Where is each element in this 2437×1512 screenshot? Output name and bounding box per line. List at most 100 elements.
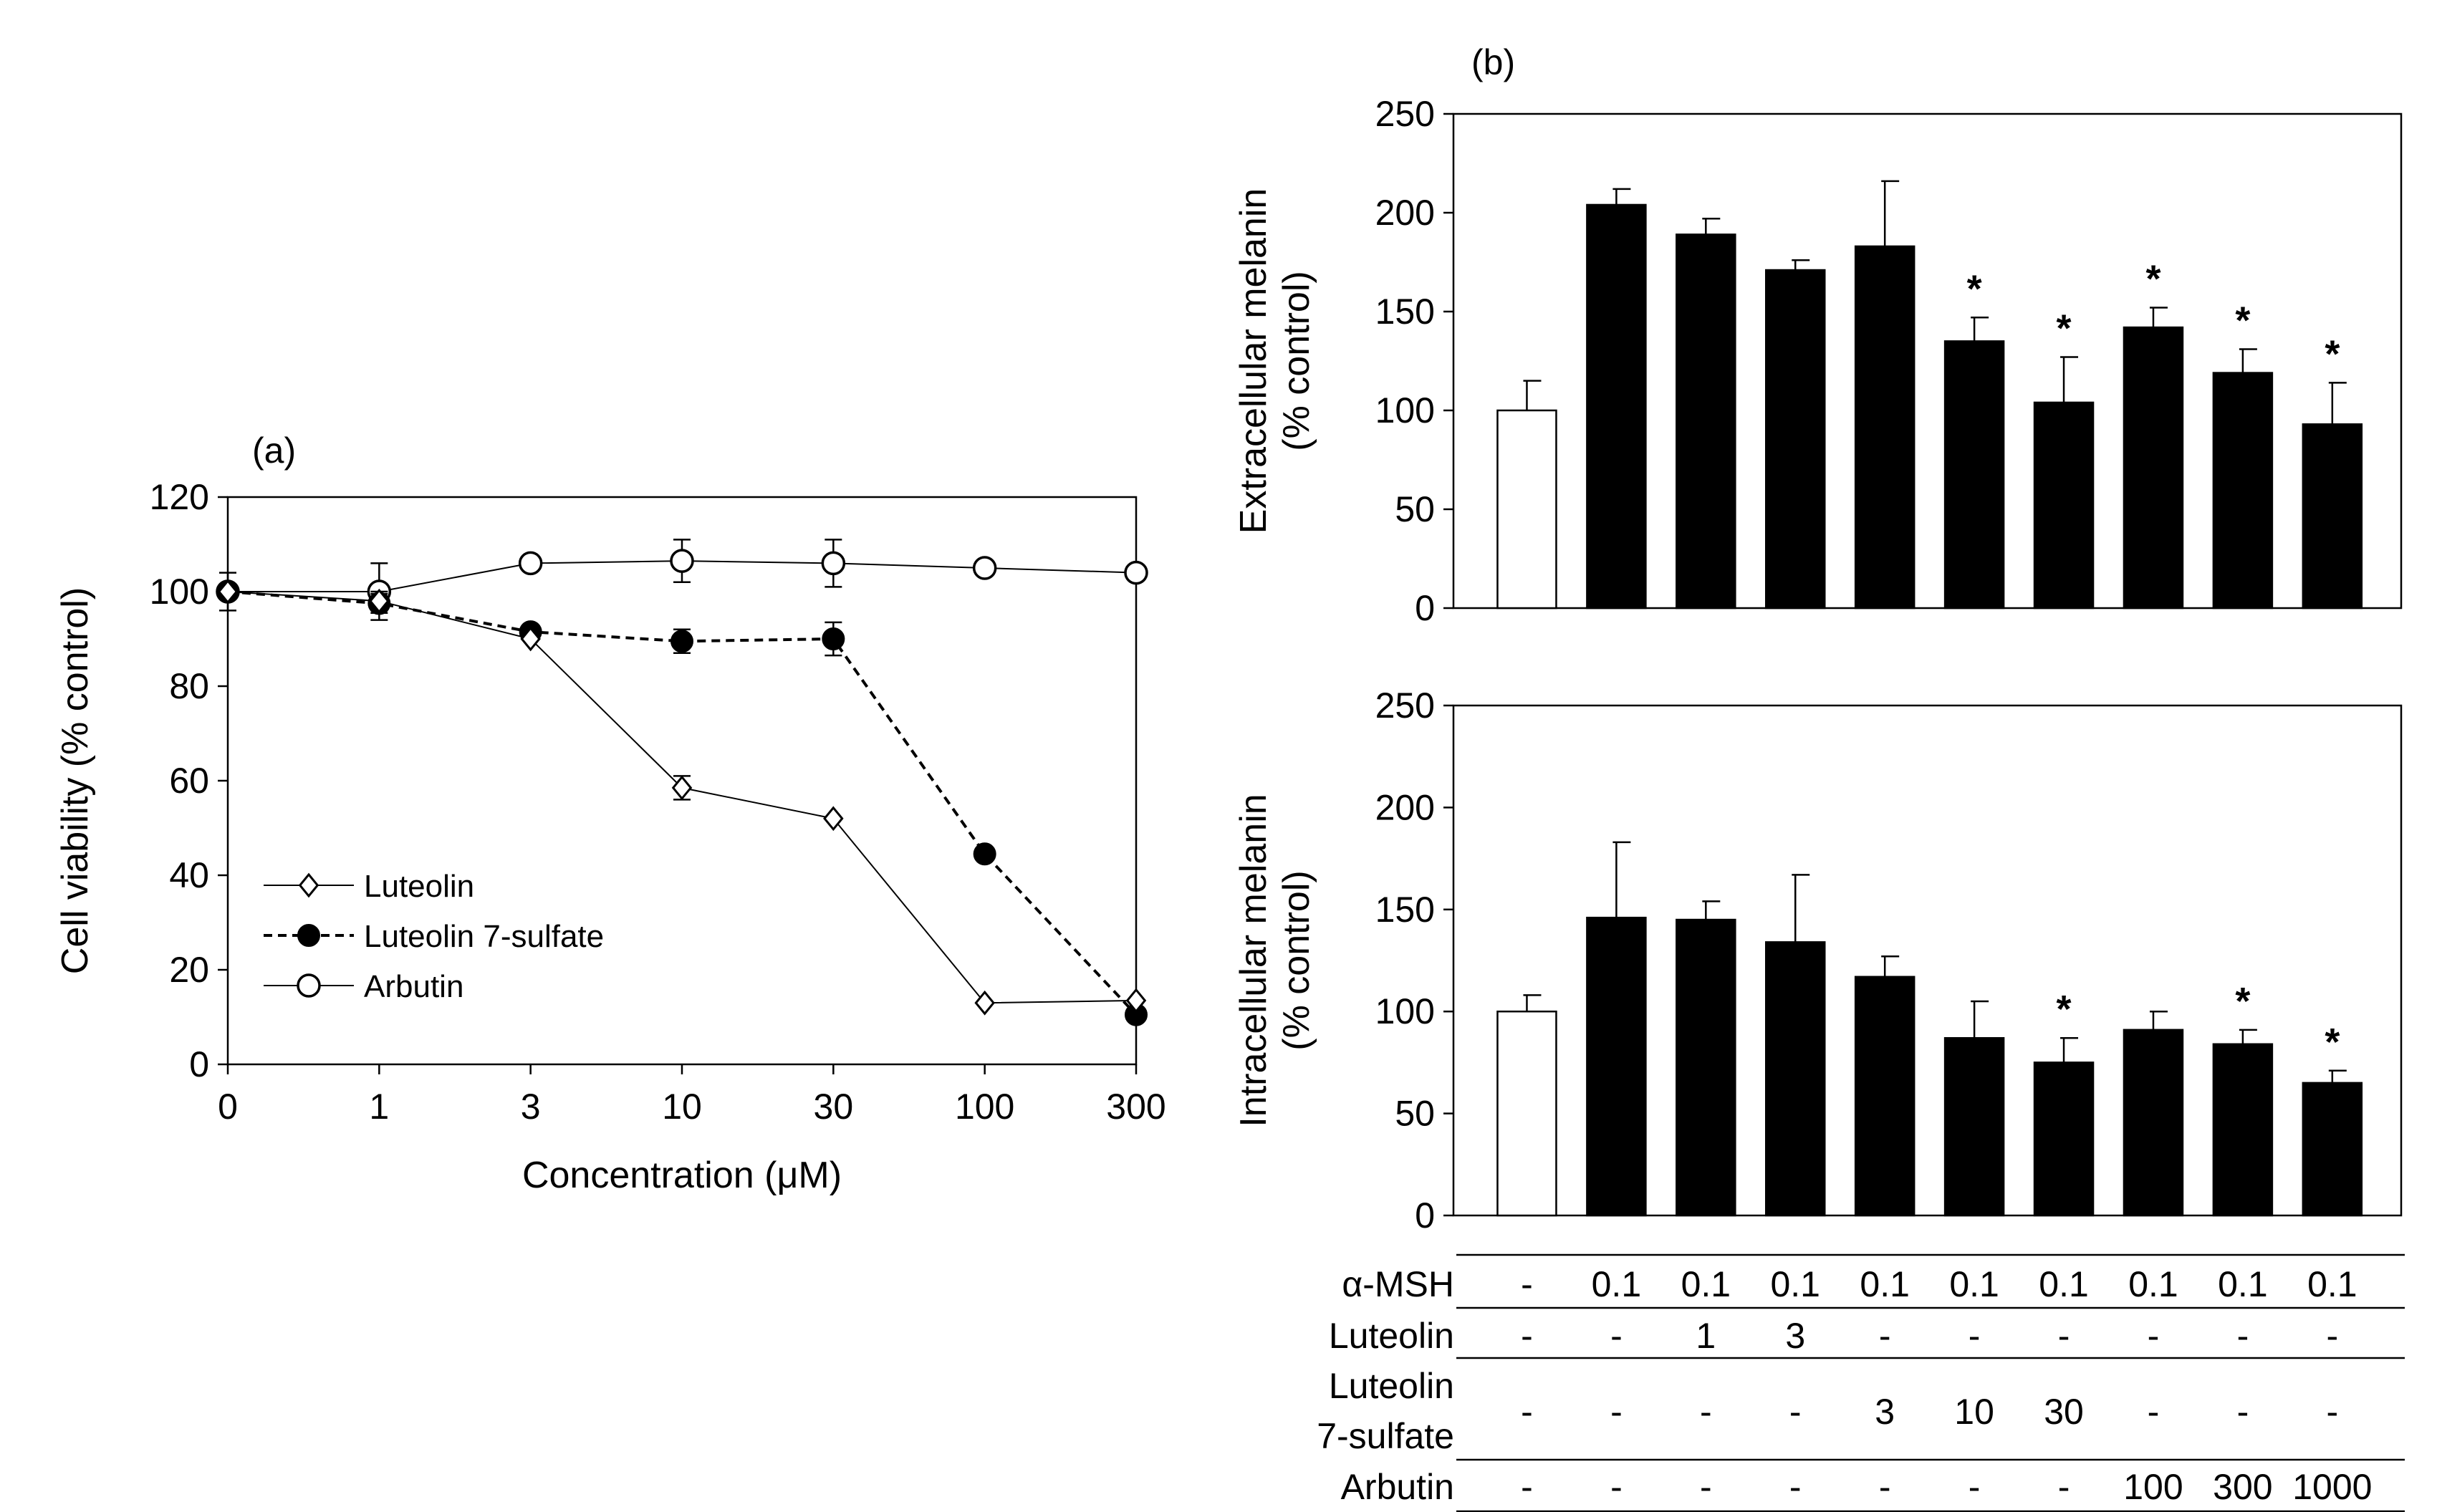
bar [1943,340,2005,610]
table-cell: - [1969,1467,1981,1507]
y-tick-label: 120 [150,477,209,517]
table-cell: - [2237,1392,2249,1432]
data-point-marker [973,842,996,866]
table-row: Arbutin - - - - - - - 100 300 1000 [1341,1467,2373,1507]
table-cell: 0.1 [2039,1264,2089,1304]
table-cell: - [2326,1316,2338,1356]
legend-item: Luteolin [264,869,474,904]
table-cell: - [1610,1392,1623,1432]
data-point-marker [822,627,845,650]
y-tick-label: 250 [1375,94,1435,134]
data-point-marker [671,775,693,801]
significance-star: * [2325,1021,2340,1064]
y-tick-label: 100 [150,572,209,612]
bar [1854,976,1916,1217]
table-cell: - [2058,1467,2070,1507]
row-label: 7-sulfate [1317,1416,1454,1456]
table-cell: 1 [1696,1316,1716,1356]
y-axis-title-line: Intracellular melanin [1233,794,1274,1127]
y-tick-label: 100 [1375,390,1435,430]
y-tick-label: 50 [1395,1094,1435,1134]
table-cell: - [2237,1316,2249,1356]
data-point-marker [297,924,320,947]
row-label: Luteolin [1329,1316,1454,1356]
data-point-marker [670,549,694,573]
row-label: Luteolin [1329,1366,1454,1406]
table-cell: 30 [2044,1392,2084,1432]
data-point-marker [821,551,846,576]
table-cell: - [1879,1467,1891,1507]
y-tick-label: 80 [169,666,209,706]
legend-label: Luteolin [364,869,474,904]
x-axis-title: Concentration (μM) [522,1155,842,1196]
treatment-table: α-MSH - 0.1 0.1 0.1 0.1 0.1 0.1 0.1 0.1 0.1 Luteoli… [1317,1253,2405,1512]
table-row: Luteolin 7-sulfate - - - - 3 10 30 - - - [1317,1366,2338,1456]
data-point-marker [217,579,239,605]
row-label: α-MSH [1342,1264,1454,1304]
bar [2302,423,2363,610]
series-arbutin [216,539,1148,621]
bar [1496,409,1557,610]
table-cell: - [1521,1264,1533,1304]
y-axis-title: Extracellular melanin(% control) [1233,188,1317,534]
y-tick-label: 20 [169,950,209,990]
table-cell: 0.1 [1949,1264,1999,1304]
significance-star: * [2145,257,2160,300]
x-tick-label: 10 [662,1087,702,1127]
legend-label: Luteolin 7-sulfate [364,919,604,954]
table-cell: - [1610,1316,1623,1356]
table-cell: - [1969,1316,1981,1356]
table-cell: - [2148,1392,2160,1432]
y-axis-title: Intracellular melanin(% control) [1233,794,1317,1127]
table-row: α-MSH - 0.1 0.1 0.1 0.1 0.1 0.1 0.1 0.1 0.1 [1342,1264,2357,1304]
panel-a-line-chart: 0 20 40 60 80 100 120 0 1 3 10 30 100 300 Concentratio… [54,430,1166,1196]
significance-star: * [2235,980,2250,1023]
significance-star: * [2235,299,2250,342]
bar [2302,1082,2363,1217]
y-tick-label: 60 [169,761,209,801]
x-tick-label: 1 [369,1087,389,1127]
bar [1676,233,1736,610]
x-tick-label: 300 [1106,1087,1165,1127]
x-tick-label: 100 [955,1087,1014,1127]
data-point-marker [1125,988,1147,1013]
y-tick-label: 0 [1415,1195,1435,1236]
table-cell: - [1521,1467,1533,1507]
y-axis-title-line: (% control) [1276,870,1317,1050]
bar [1765,269,1826,610]
y-axis-title-line: Extracellular melanin [1233,188,1274,534]
table-cell: 0.1 [2218,1264,2268,1304]
table-cell: - [1789,1467,1802,1507]
y-tick-label: 200 [1375,787,1435,827]
bar [2212,1043,2274,1217]
y-tick-label: 200 [1375,193,1435,233]
table-cell: 100 [2123,1467,2183,1507]
table-cell: 0.1 [2307,1264,2357,1304]
legend-item: Arbutin [264,969,463,1004]
bar [2123,1029,2184,1217]
row-label: Arbutin [1341,1467,1454,1507]
data-point-marker [1124,560,1148,585]
x-tick-label: 0 [218,1087,238,1127]
y-tick-label: 40 [169,855,209,895]
y-axis-title-line: (% control) [1276,271,1317,451]
table-cell: 10 [1954,1392,1994,1432]
panel-label-b: (b) [1471,42,1515,82]
bar [2212,372,2274,610]
significance-star: * [2057,988,2072,1031]
series-luteolin-7-sulfate [216,580,1148,1026]
plot-area-frame [1452,112,2403,610]
y-axis-title: Cell viability (% control) [54,587,96,974]
table-cell: - [2148,1316,2160,1356]
y-tick-label: 150 [1375,890,1435,930]
table-cell: - [1521,1392,1533,1432]
bar [2033,401,2095,610]
bar [1854,245,1916,610]
significance-star: * [2325,332,2340,375]
y-tick-label: 0 [189,1044,209,1084]
table-cell: 0.1 [1681,1264,1731,1304]
panel-b-extracellular-bar-chart: 0 50 100 150 200 250 * * * * * Extracellular melani… [1233,42,2403,628]
bar [1496,1010,1557,1217]
table-cell: 0.1 [2128,1264,2178,1304]
y-tick-label: 0 [1415,588,1435,628]
